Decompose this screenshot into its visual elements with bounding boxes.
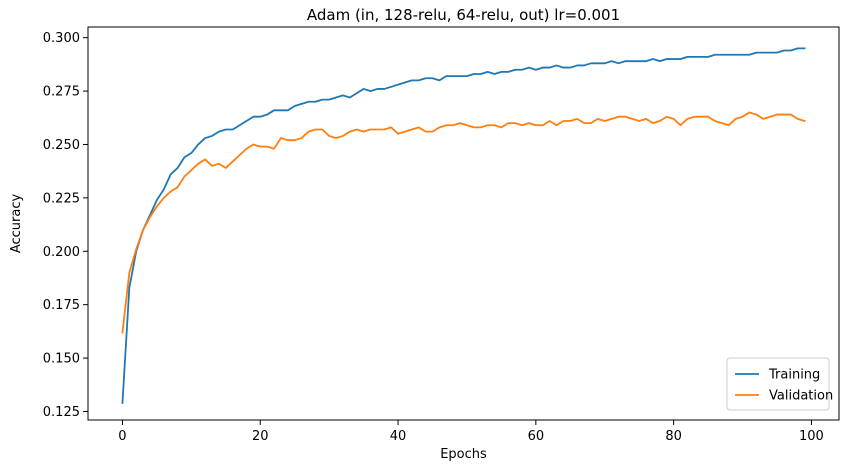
series-line-0 xyxy=(121,47,806,404)
series-line-1 xyxy=(121,111,806,334)
y-tick-label: 0.200 xyxy=(43,245,80,260)
y-tick-label: 0.175 xyxy=(43,298,80,313)
y-tick-label: 0.250 xyxy=(43,138,80,153)
x-axis-label: Epochs xyxy=(440,447,487,462)
x-tick-label: 60 xyxy=(528,429,545,444)
x-tick-label: 20 xyxy=(252,429,269,444)
y-tick-label: 0.125 xyxy=(43,405,80,420)
legend: Training Validation xyxy=(726,357,833,411)
y-tick-label: 0.275 xyxy=(43,85,80,100)
y-axis-label: Accuracy xyxy=(9,194,24,254)
y-tick-label: 0.300 xyxy=(43,31,80,46)
y-tick-label: 0.150 xyxy=(43,352,80,367)
x-tick-label: 100 xyxy=(799,429,824,444)
y-tick-label: 0.225 xyxy=(43,191,80,206)
axes-frame xyxy=(87,26,840,421)
chart-title: Adam (in, 128-relu, 64-relu, out) lr=0.0… xyxy=(307,6,620,24)
legend-box xyxy=(726,357,830,411)
x-tick-label: 80 xyxy=(665,429,682,444)
x-tick-label: 0 xyxy=(118,429,126,444)
x-tick-label: 40 xyxy=(390,429,407,444)
legend-label: Validation xyxy=(769,389,833,404)
legend-label: Training xyxy=(768,368,820,383)
plot-area: 0 20 40 60 80 100 0.125 0.150 0.175 0.200 0.225 0.2… xyxy=(43,26,840,444)
